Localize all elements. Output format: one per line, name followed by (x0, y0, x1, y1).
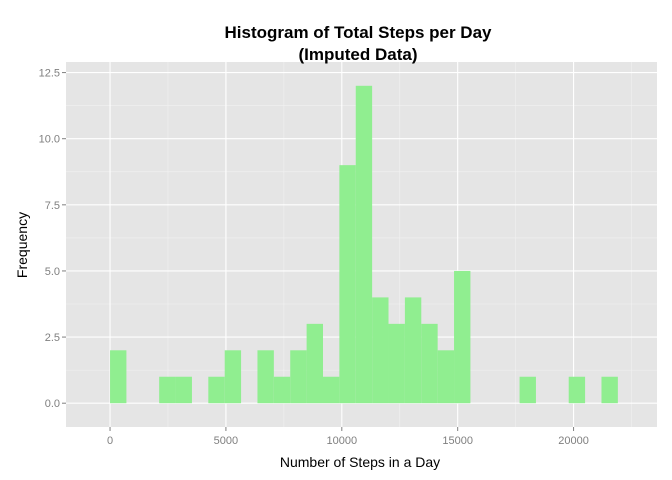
y-tick-label: 5.0 (45, 266, 60, 278)
histogram-bar (372, 297, 389, 404)
histogram-bar (454, 270, 471, 404)
histogram-bar (568, 376, 586, 404)
x-tick-label: 10000 (327, 435, 358, 447)
histogram-bar (290, 350, 307, 404)
x-tick-label: 15000 (442, 435, 473, 447)
y-ticks: 0.0 2.5 5.0 7.5 10.0 12.5 (39, 68, 66, 410)
histogram-bar (339, 165, 356, 404)
y-tick-label: 0.0 (45, 398, 60, 410)
histogram-bar (224, 350, 242, 404)
x-axis-title: Number of Steps in a Day (280, 454, 440, 470)
histogram-bar (257, 350, 274, 404)
histogram-bar (355, 85, 373, 404)
y-axis-title: Frequency (14, 212, 30, 278)
y-tick-label: 10.0 (39, 134, 60, 146)
histogram-bar (437, 350, 455, 404)
chart-subtitle: (Imputed Data) (299, 45, 418, 64)
bars (110, 85, 618, 404)
y-tick-label: 7.5 (45, 200, 60, 212)
histogram-bar (175, 376, 192, 404)
histogram-bar (519, 376, 536, 404)
x-tick-label: 20000 (558, 435, 589, 447)
histogram-bar (110, 350, 127, 404)
x-ticks: 0 5000 10000 15000 20000 (107, 427, 589, 447)
y-tick-label: 2.5 (45, 332, 60, 344)
histogram-bar (388, 323, 405, 404)
histogram-bar (601, 376, 618, 404)
x-tick-label: 0 (107, 435, 113, 447)
histogram-bar (208, 376, 225, 404)
chart-title: Histogram of Total Steps per Day (224, 23, 492, 42)
histogram-bar (273, 376, 291, 404)
histogram-bar (306, 323, 323, 404)
histogram-bar (159, 376, 176, 404)
histogram-bar (421, 323, 438, 404)
histogram-bar (322, 376, 340, 404)
y-tick-label: 12.5 (39, 68, 60, 80)
histogram-bar (404, 297, 422, 404)
x-tick-label: 5000 (214, 435, 238, 447)
